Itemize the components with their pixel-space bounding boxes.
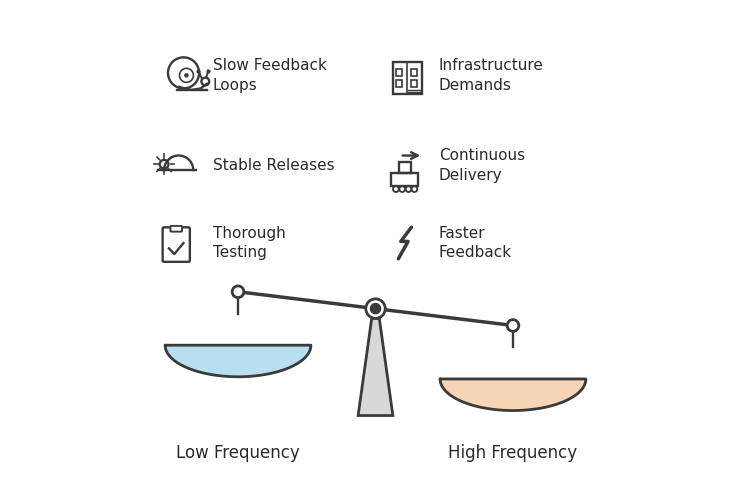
Bar	[396, 69, 403, 76]
Circle shape	[371, 304, 380, 313]
Text: High Frequency: High Frequency	[448, 444, 578, 462]
Text: Infrastructure
Demands: Infrastructure Demands	[439, 58, 544, 93]
Bar	[391, 173, 418, 186]
Polygon shape	[358, 318, 393, 416]
Polygon shape	[440, 379, 586, 411]
Text: Slow Feedback
Loops: Slow Feedback Loops	[213, 58, 327, 93]
Circle shape	[366, 299, 385, 318]
Text: Continuous
Delivery: Continuous Delivery	[439, 148, 525, 183]
Circle shape	[507, 320, 519, 331]
Polygon shape	[165, 345, 311, 377]
Text: Thorough
Testing: Thorough Testing	[213, 226, 285, 260]
Bar	[411, 69, 417, 76]
Circle shape	[232, 286, 244, 297]
Text: Low Frequency: Low Frequency	[176, 444, 300, 462]
Bar	[411, 80, 417, 87]
Bar	[396, 80, 403, 87]
Bar	[399, 162, 411, 173]
Bar	[393, 62, 421, 93]
Circle shape	[185, 73, 189, 77]
Text: Stable Releases: Stable Releases	[213, 158, 334, 173]
FancyBboxPatch shape	[170, 226, 182, 232]
Text: Faster
Feedback: Faster Feedback	[439, 226, 511, 260]
